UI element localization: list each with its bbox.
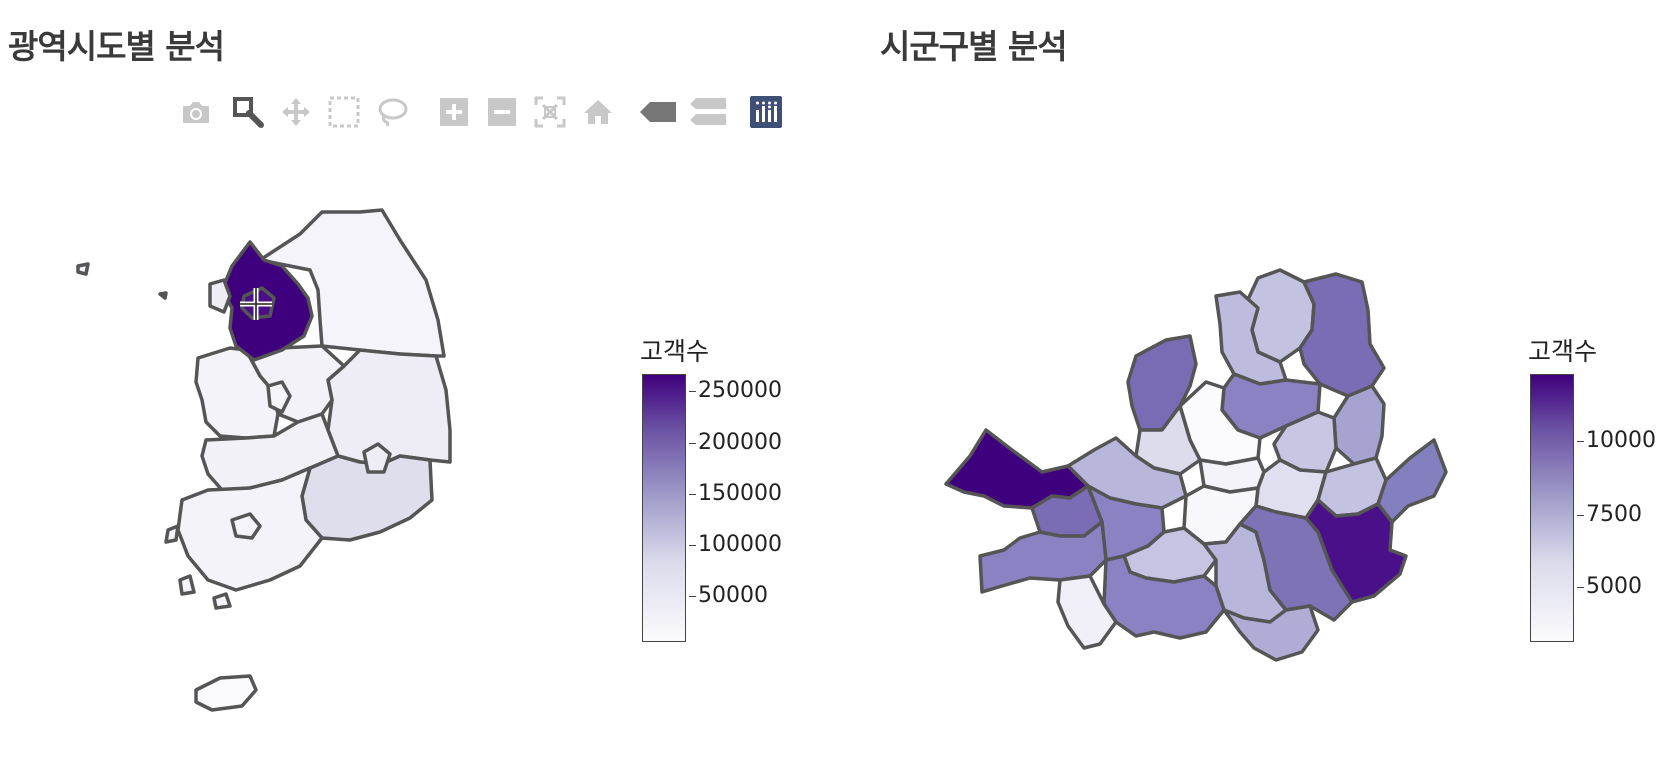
zoom-out-icon[interactable] — [484, 92, 520, 132]
colorbar-tick: 100000 — [689, 532, 782, 557]
region-gangwon — [258, 208, 446, 358]
province-choropleth-map[interactable] — [60, 200, 490, 760]
district-jungnang — [1332, 384, 1386, 466]
district-guro — [978, 520, 1108, 594]
colorbar-gradient — [1530, 374, 1574, 642]
region-daejeon — [266, 380, 292, 414]
plotly-logo-icon[interactable] — [748, 92, 784, 132]
colorbar-title: 고객수 — [640, 337, 710, 366]
colorbar-tick: 200000 — [689, 430, 782, 455]
region-daegu — [362, 442, 392, 474]
region-gwangju — [230, 512, 262, 540]
pan-icon[interactable] — [278, 92, 314, 132]
region-gyeongbuk — [326, 348, 452, 466]
region-jeonbuk — [200, 412, 340, 492]
district-songpa — [1304, 498, 1408, 604]
island-s-1 — [212, 592, 232, 610]
autoscale-icon[interactable] — [532, 92, 568, 132]
hover-compare-icon[interactable] — [690, 92, 726, 132]
district-gangdong — [1376, 438, 1448, 524]
zoom-in-icon[interactable] — [436, 92, 472, 132]
colorbar-tick: 10000 — [1577, 428, 1656, 453]
colorbar-tick: 150000 — [689, 481, 782, 506]
region-incheon — [208, 278, 232, 314]
camera-icon[interactable] — [178, 92, 214, 132]
lasso-select-icon[interactable] — [374, 92, 410, 132]
reset-axes-icon[interactable] — [580, 92, 616, 132]
colorbar-gradient — [642, 374, 686, 642]
island-sw-1 — [164, 524, 180, 544]
district-nowon — [1298, 272, 1386, 398]
district-gangnam — [1238, 504, 1354, 622]
panel-title-province: 광역시도별 분석 — [8, 27, 225, 66]
panel-title-district: 시군구별 분석 — [880, 27, 1068, 66]
district-geumcheon — [1056, 574, 1118, 650]
region-jeju — [194, 674, 258, 712]
island-sw-2 — [178, 574, 196, 596]
zoom-icon[interactable] — [230, 92, 266, 132]
district-choropleth-map[interactable] — [940, 260, 1480, 720]
district-gangbuk — [1214, 290, 1288, 386]
district-seocho-south — [1222, 604, 1320, 662]
hover-closest-icon[interactable] — [640, 92, 676, 132]
island-west-1 — [76, 262, 90, 276]
colorbar-tick: 5000 — [1577, 574, 1642, 599]
colorbar-tick: 250000 — [689, 378, 782, 403]
colorbar-title: 고객수 — [1528, 337, 1598, 366]
colorbar-tick: 50000 — [689, 583, 768, 608]
box-select-icon[interactable] — [326, 92, 362, 132]
island-west-2 — [158, 291, 168, 300]
colorbar-tick: 7500 — [1577, 502, 1642, 527]
